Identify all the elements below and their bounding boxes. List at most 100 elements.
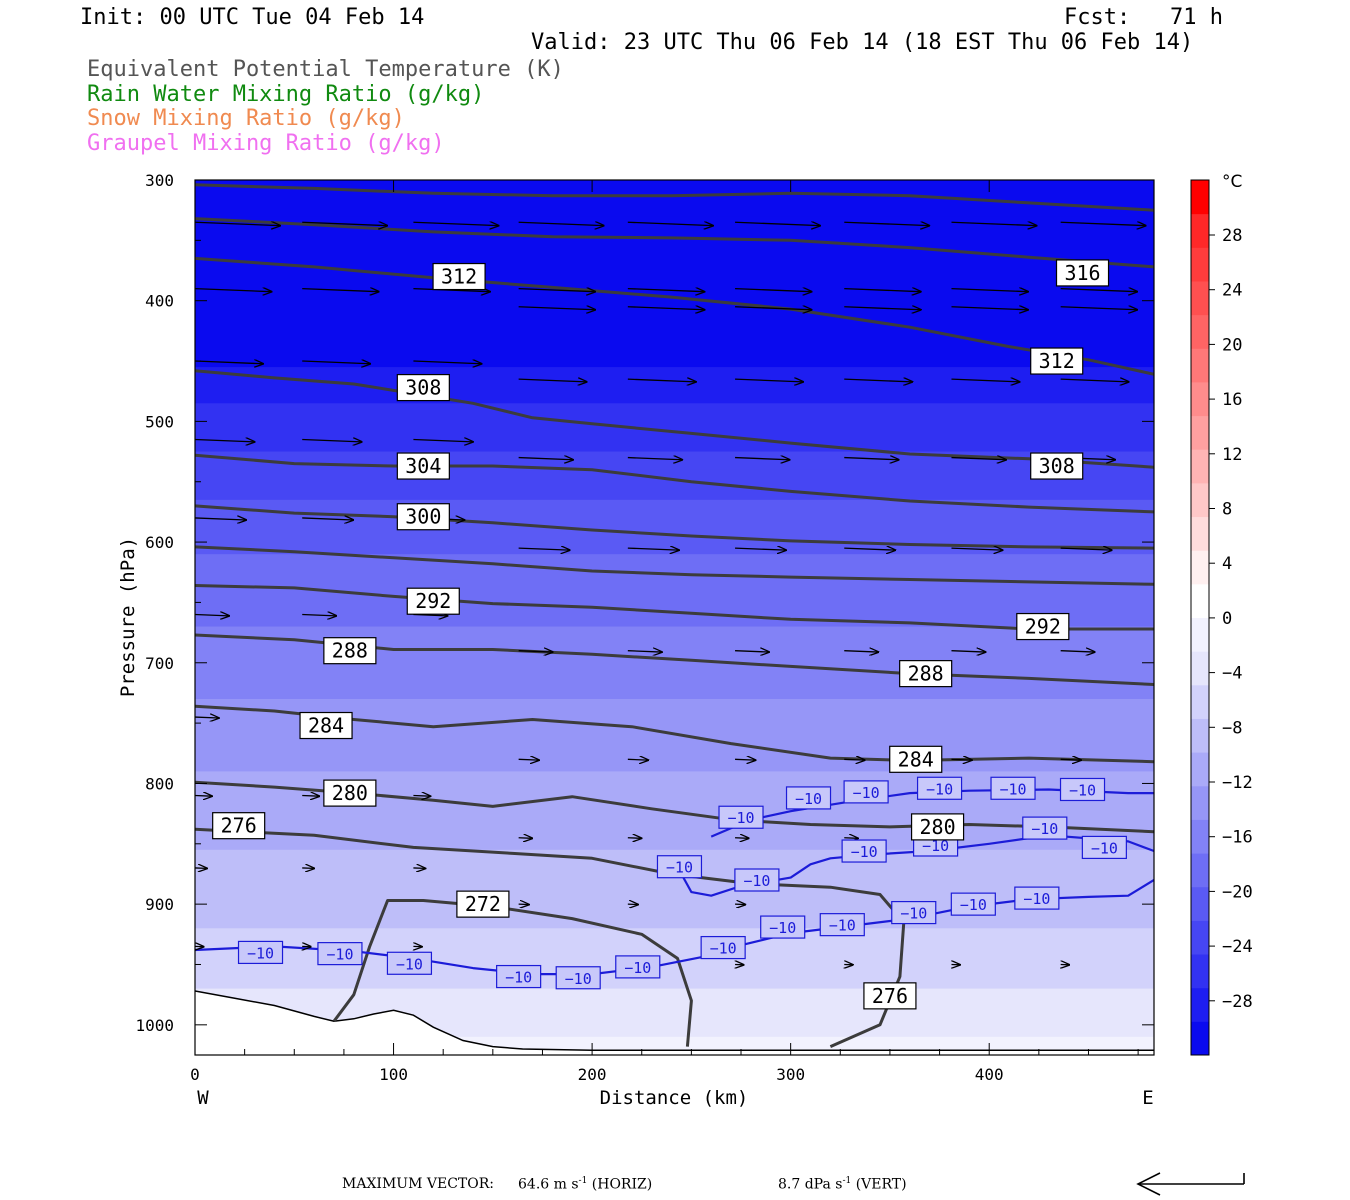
isotherm-label: −10 <box>841 839 887 863</box>
wind-vector-arrow <box>302 289 379 292</box>
x-axis-left-direction: W <box>197 1087 209 1109</box>
isotherm-label-box <box>1059 777 1106 802</box>
wind-vector-arrow <box>302 361 370 364</box>
temperature-shading-band <box>195 198 1154 205</box>
temperature-shading-band <box>195 964 1154 972</box>
wind-vector-arrow <box>951 289 1028 292</box>
colorbar-swatch <box>1191 482 1209 518</box>
x-tick-label: 200 <box>578 1065 607 1084</box>
wind-vector-arrow <box>951 651 985 652</box>
colorbar-swatch <box>1191 886 1209 921</box>
theta-e-label: 312 <box>1030 347 1084 375</box>
theta-e-label-text: 284 <box>308 714 344 738</box>
temperature-shading-band <box>195 336 1154 344</box>
temperature-shading-band <box>195 614 1154 622</box>
temperature-shading-band <box>195 602 1154 610</box>
colorbar-tick-label: −4 <box>1222 664 1242 684</box>
colorbar-swatch <box>1191 314 1209 349</box>
temperature-shading-band <box>195 445 1154 453</box>
colorbar-swatch <box>1191 583 1209 618</box>
temperature-shading-band <box>195 596 1154 604</box>
wind-vector-arrow <box>518 651 553 652</box>
colorbar-swatch <box>1191 718 1209 753</box>
isotherm-label-box <box>1014 886 1060 910</box>
temperature-shading-band <box>195 801 1154 809</box>
temperature-shading-band <box>195 650 1154 658</box>
wind-vector-arrow <box>413 439 473 441</box>
theta-e-label-box <box>323 779 377 807</box>
isotherm-label-text: −10 <box>960 896 987 914</box>
x-axis-title: Distance (km) <box>600 1087 749 1109</box>
isotherm-label: −10 <box>734 868 780 892</box>
isotherm-label: −10 <box>916 776 963 800</box>
isotherm-label: −10 <box>656 855 703 879</box>
wind-vector-arrow <box>1060 222 1146 225</box>
temperature-shading-band <box>195 463 1154 471</box>
temperature-shading-band <box>195 698 1154 706</box>
temperature-shading-band <box>195 668 1154 676</box>
temperature-shading-band <box>195 735 1154 742</box>
x-tick-label: 400 <box>975 1065 1004 1084</box>
temperature-shading-band <box>195 421 1154 429</box>
theta-e-contour-320 <box>195 183 1154 212</box>
isotherm-label-text: −10 <box>1031 820 1058 838</box>
theta-e-label-box <box>1016 612 1070 641</box>
temperature-shading-band <box>195 711 1154 718</box>
temperature-shading-band <box>195 674 1154 682</box>
wind-vector-arrow <box>195 717 219 718</box>
temperature-shading-band <box>195 560 1154 567</box>
temperature-shading-band <box>195 493 1154 501</box>
max-vector-vert-exp: -1 <box>842 1176 852 1186</box>
temperature-shading-band <box>195 723 1154 730</box>
temperature-shading-band <box>195 300 1154 308</box>
theta-e-label-box <box>323 637 377 665</box>
colorbar-tick-label: 0 <box>1222 609 1232 629</box>
isotherm-label-box <box>496 964 542 989</box>
temperature-shading-band <box>195 246 1154 254</box>
temperature-shading-band <box>195 620 1154 628</box>
isotherm-label-text: −10 <box>829 917 856 935</box>
theta-e-contour-296 <box>195 545 1154 586</box>
theta-e-label-box <box>396 503 450 531</box>
isotherm-label-text: −10 <box>1023 890 1050 908</box>
temperature-shading-band <box>195 632 1154 640</box>
isotherm-label: −10 <box>1081 835 1127 860</box>
wind-vector-arrow <box>735 379 803 382</box>
isotherm-label: −10 <box>718 805 764 829</box>
isotherm-label-text: −10 <box>853 784 880 802</box>
isotherm-label-text: −10 <box>926 780 953 798</box>
isotherm-label-text: −10 <box>851 843 878 861</box>
isotherm-label: −10 <box>1022 816 1068 840</box>
isotherm-label-box <box>656 855 703 879</box>
temperature-shading-band <box>195 324 1154 332</box>
y-tick-label: 700 <box>145 654 174 673</box>
temperature-shading-band <box>195 904 1154 911</box>
isotherm-label-text: −10 <box>1091 839 1118 857</box>
wind-vector-arrow <box>844 838 858 839</box>
isotherm-label: −10 <box>317 942 363 966</box>
temperature-shading-band <box>195 367 1154 374</box>
y-tick-label: 400 <box>145 292 174 311</box>
isotherm-label-box <box>734 868 780 892</box>
temperature-shading-band <box>195 982 1154 990</box>
wind-vector-arrow <box>627 651 662 652</box>
valid-time-label: Valid: 23 UTC Thu 06 Feb 14 (18 EST Thu … <box>531 30 1194 55</box>
isotherm-label-text: −10 <box>795 790 822 808</box>
colorbar-swatch <box>1191 348 1209 383</box>
isotherm-label-text: −10 <box>396 955 423 973</box>
temperature-shading-band <box>195 330 1154 338</box>
wind-vector-arrow <box>413 361 481 364</box>
isotherm-label: −10 <box>1059 777 1106 802</box>
temperature-shading-band <box>195 825 1154 833</box>
temperature-shading-band <box>195 270 1154 278</box>
x-axis-right-direction: E <box>1142 1087 1153 1109</box>
temperature-shading-band <box>195 222 1154 229</box>
y-tick-label: 800 <box>145 774 174 793</box>
theta-e-label-text: 276 <box>872 984 908 1008</box>
temperature-shading-band <box>195 258 1154 266</box>
max-vector-horiz: 64.6 m s-1 (HORIZ) <box>518 1176 652 1193</box>
wind-vector-arrow <box>627 548 679 550</box>
colorbar-swatch <box>1191 819 1209 854</box>
temperature-shading-band <box>195 662 1154 670</box>
theta-e-label-box <box>406 587 460 615</box>
